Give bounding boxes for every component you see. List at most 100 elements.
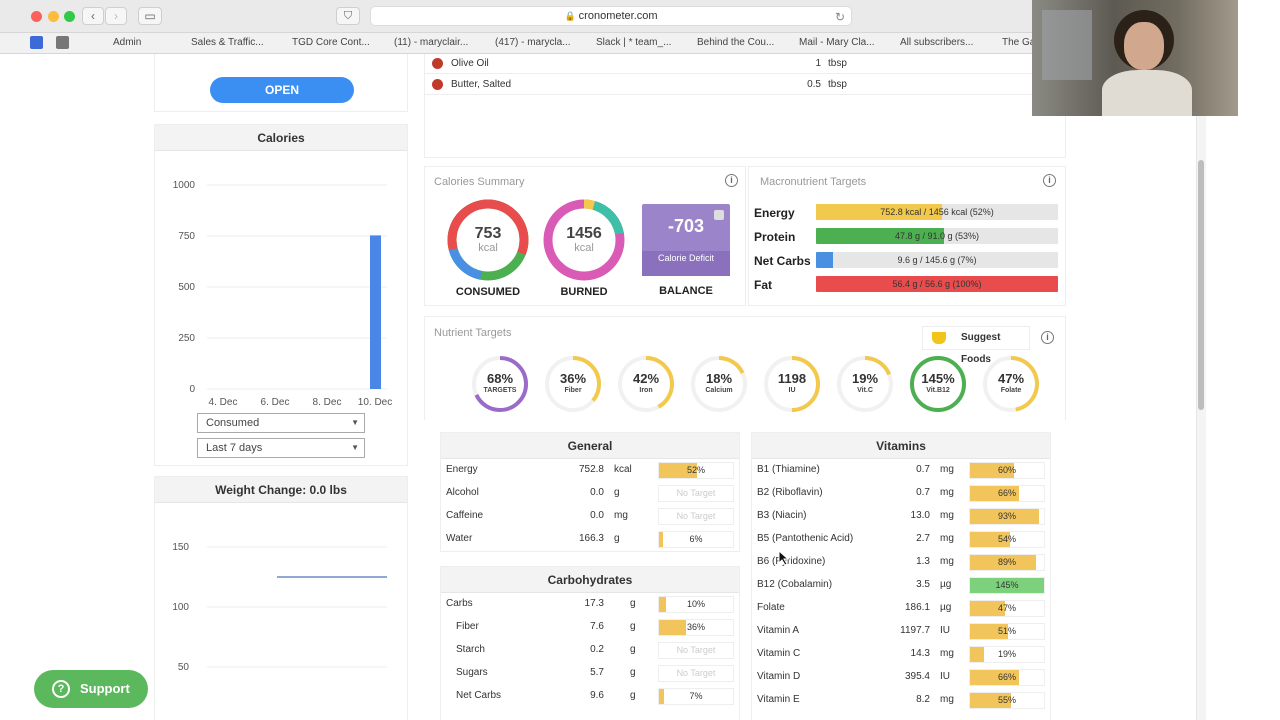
y-tick-label: 150	[172, 542, 189, 553]
apple-icon	[432, 79, 443, 90]
nutrient-bar-fill	[970, 693, 1011, 708]
ring-arc	[764, 356, 820, 412]
bookmark-app-icon[interactable]	[30, 36, 43, 49]
table-row[interactable]: B2 (Riboflavin) 0.7 mg 66%	[751, 482, 1045, 505]
reload-icon[interactable]: ↻	[834, 10, 845, 24]
nutrient-ring-label: Calcium	[705, 387, 733, 394]
table-row[interactable]: Alcohol 0.0 g No Target	[440, 482, 734, 505]
y-tick-label: 50	[178, 662, 190, 673]
table-row[interactable]: B1 (Thiamine) 0.7 mg 60%	[751, 459, 1045, 482]
macro-bar[interactable]: 9.6 g / 145.6 g (7%)	[816, 252, 1058, 268]
table-row[interactable]: Vitamin E 8.2 mg 55%	[751, 689, 1045, 712]
support-button[interactable]: ? Support	[34, 670, 148, 708]
table-row[interactable]: Starch 0.2 g No Target	[440, 639, 734, 662]
nutrient-ring[interactable]	[981, 354, 1041, 414]
info-icon[interactable]: i	[1041, 331, 1054, 344]
bookmark-admin[interactable]: Admin	[113, 37, 142, 48]
info-icon[interactable]: i	[1043, 174, 1056, 187]
nutrient-unit: kcal	[614, 464, 632, 475]
nutrient-value: 0.0	[590, 487, 604, 498]
close-window-button[interactable]	[31, 11, 42, 22]
nutrient-unit: g	[614, 487, 620, 498]
table-row[interactable]: B3 (Niacin) 13.0 mg 93%	[751, 505, 1045, 528]
address-bar[interactable]: 🔒 cronometer.com ↻	[370, 6, 852, 26]
table-row[interactable]: B12 (Cobalamin) 3.5 µg 145%	[751, 574, 1045, 597]
nutrient-name: B6 (Pyridoxine)	[757, 556, 826, 567]
table-row[interactable]: Folate 186.1 µg 47%	[751, 597, 1045, 620]
ring-arc	[618, 356, 674, 412]
back-button[interactable]: ‹	[82, 7, 104, 25]
macro-bar[interactable]: 47.8 g / 91.0 g (53%)	[816, 228, 1058, 244]
bookmark-maryclair-11[interactable]: (11) - maryclair...	[394, 37, 469, 48]
minimize-window-button[interactable]	[48, 11, 59, 22]
general-title: General	[441, 433, 739, 459]
shield-icon[interactable]: ⛉	[336, 7, 360, 25]
nutrient-ring[interactable]	[689, 354, 749, 414]
diary-row[interactable]: Olive Oil 1 tbsp	[425, 54, 1067, 74]
maximize-window-button[interactable]	[64, 11, 75, 22]
nutrient-ring[interactable]	[543, 354, 603, 414]
sidebar-toggle-icon[interactable]: ▭	[138, 7, 162, 25]
nutrient-bar-text: 54%	[997, 534, 1016, 544]
table-row[interactable]: B6 (Pyridoxine) 1.3 mg 89%	[751, 551, 1045, 574]
nutrient-ring[interactable]	[616, 354, 676, 414]
table-row[interactable]: Vitamin D 395.4 IU 66%	[751, 666, 1045, 689]
nutrient-bar: 89%	[969, 554, 1045, 571]
nutrient-ring[interactable]	[835, 354, 895, 414]
diary-row[interactable]: Butter, Salted 0.5 tbsp	[425, 75, 1067, 95]
suggest-foods-button[interactable]: Suggest Foods	[922, 326, 1030, 365]
table-row[interactable]: Sugars 5.7 g No Target	[440, 662, 734, 685]
table-row[interactable]: Water 166.3 g 6%	[440, 528, 734, 551]
nutrient-ring[interactable]	[470, 354, 530, 414]
nutrient-ring[interactable]	[908, 354, 968, 414]
nutrient-bar-fill	[970, 463, 1015, 478]
nutrient-value: 1197.7	[900, 625, 930, 636]
table-row[interactable]: Net Carbs 9.6 g 7%	[440, 685, 734, 708]
nutrient-bar-fill	[659, 597, 667, 612]
nutrient-bar-fill	[970, 647, 985, 662]
table-row[interactable]: Fiber 7.6 g 36%	[440, 616, 734, 639]
table-row[interactable]: Caffeine 0.0 mg No Target	[440, 505, 734, 528]
bookmark-tgd-core[interactable]: TGD Core Cont...	[292, 37, 370, 48]
nutrient-bar-text: No Target	[676, 645, 716, 655]
nutrient-value: 7.6	[590, 621, 604, 632]
browser-titlebar: ‹ › ▭ ⛉ 🔒 cronometer.com ↻	[0, 0, 1032, 33]
nutrient-bar-text: 66%	[997, 488, 1016, 498]
food-amount: 1	[815, 58, 821, 69]
forward-button[interactable]: ›	[105, 7, 127, 25]
nutrient-unit: g	[630, 644, 636, 655]
nutrient-bar-text: 51%	[997, 626, 1016, 636]
table-row[interactable]: B5 (Pantothenic Acid) 2.7 mg 54%	[751, 528, 1045, 551]
nutrient-unit: g	[630, 667, 636, 678]
scrollbar-thumb[interactable]	[1198, 160, 1204, 410]
open-button[interactable]: OPEN	[210, 77, 354, 103]
bookmark-calendar-icon[interactable]	[56, 36, 69, 49]
nutrient-ring-value: 36%	[559, 371, 587, 386]
table-row[interactable]: Energy 752.8 kcal 52%	[440, 459, 734, 482]
bookmark-subscribers[interactable]: All subscribers...	[900, 37, 974, 48]
table-row[interactable]: Vitamin A 1197.7 IU 51%	[751, 620, 1045, 643]
chevron-down-icon: ▼	[351, 443, 359, 452]
bookmark-the-ga[interactable]: The Ga	[1002, 37, 1036, 48]
nutrient-name: Net Carbs	[456, 690, 502, 701]
webcam-face	[1124, 22, 1164, 70]
nutrient-value: 3.5	[916, 579, 930, 590]
bookmark-marycla-417[interactable]: (417) - marycla...	[495, 37, 571, 48]
diary-panel: Olive Oil 1 tbsp Butter, Salted 0.5 tbsp	[424, 54, 1067, 158]
nutrient-ring[interactable]	[762, 354, 822, 414]
macro-bar[interactable]: 752.8 kcal / 1456 kcal (52%)	[816, 204, 1058, 220]
table-row[interactable]: Vitamin C 14.3 mg 19%	[751, 643, 1045, 666]
bookmark-slack[interactable]: Slack | * team_...	[596, 37, 672, 48]
bar[interactable]	[370, 235, 381, 389]
info-icon[interactable]: i	[725, 174, 738, 187]
bookmark-mail[interactable]: Mail - Mary Cla...	[799, 37, 875, 48]
nutrient-bar-fill	[970, 555, 1036, 570]
nutrient-unit: mg	[940, 487, 954, 498]
bookmark-behind[interactable]: Behind the Cou...	[697, 37, 775, 48]
macro-bar-text: 9.6 g / 145.6 g (7%)	[897, 255, 977, 265]
range-select[interactable]: Last 7 days ▼	[197, 438, 365, 458]
macro-bar[interactable]: 56.4 g / 56.6 g (100%)	[816, 276, 1058, 292]
bookmark-sales[interactable]: Sales & Traffic...	[191, 37, 264, 48]
table-row[interactable]: Carbs 17.3 g 10%	[440, 593, 734, 616]
metric-select[interactable]: Consumed ▼	[197, 413, 365, 433]
